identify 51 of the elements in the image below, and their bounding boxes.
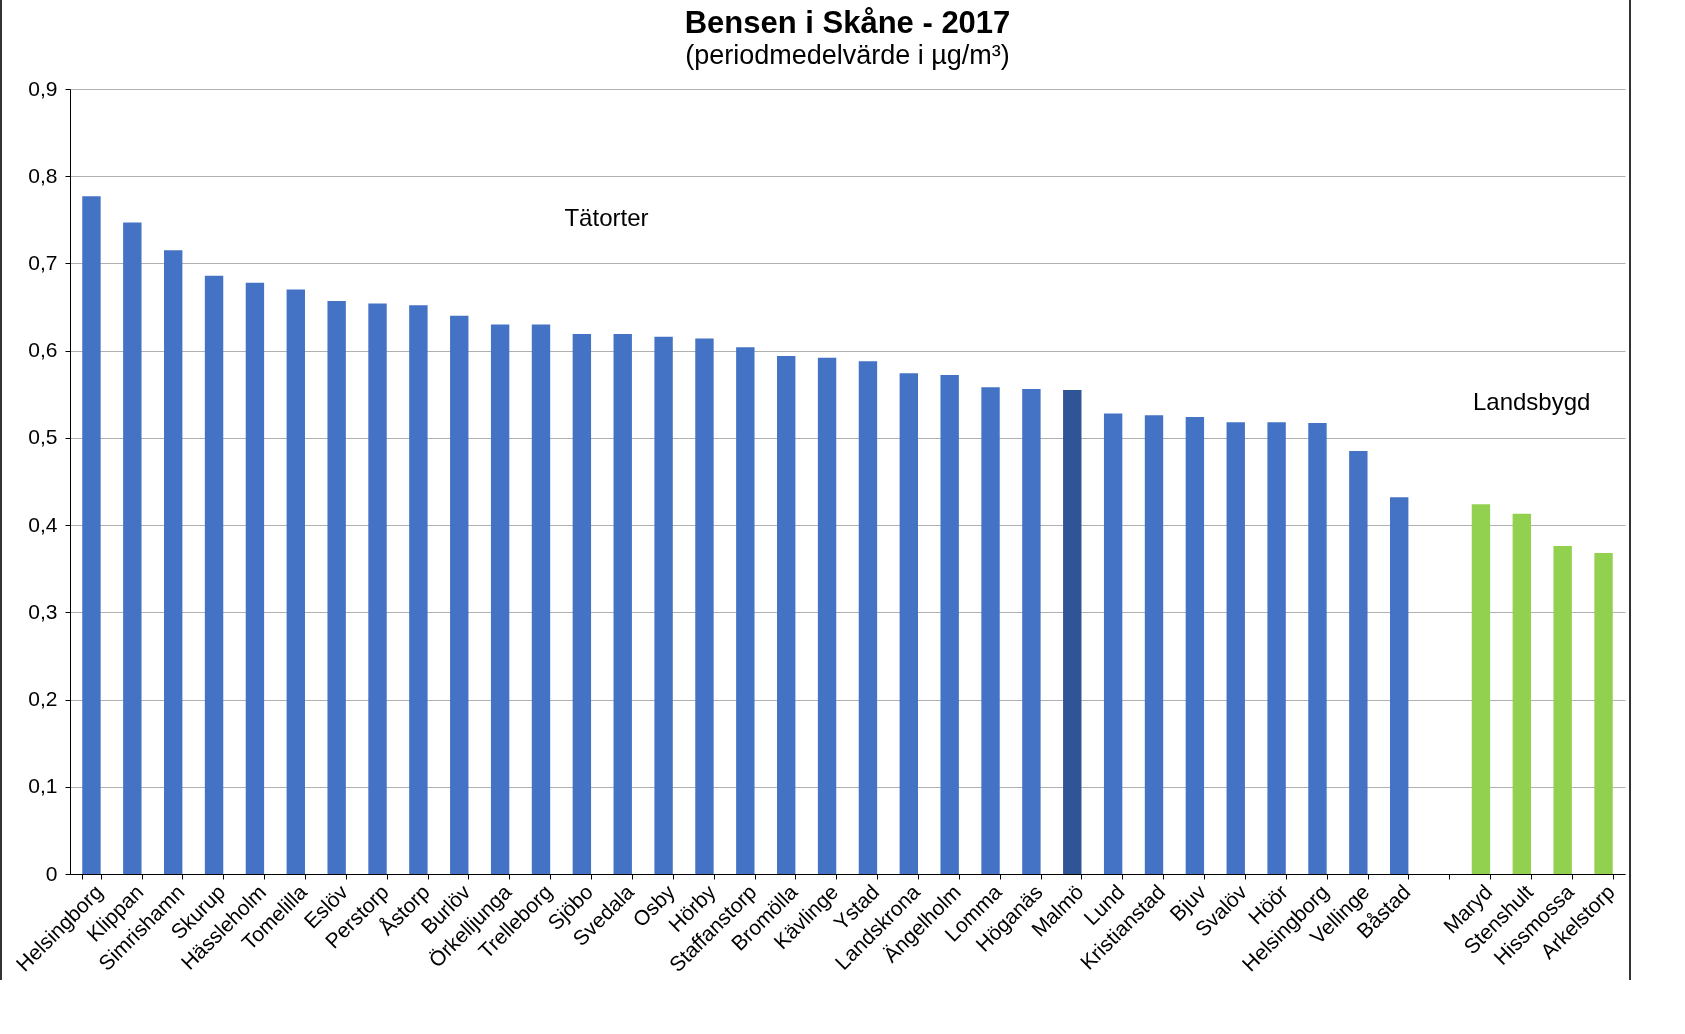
bar — [327, 300, 346, 874]
bar — [817, 357, 837, 874]
y-tick-label: 0,6 — [28, 338, 58, 362]
bar — [1308, 423, 1327, 874]
bar — [695, 338, 714, 874]
bar — [1226, 422, 1245, 874]
bar — [409, 305, 428, 874]
bar — [1390, 497, 1409, 874]
y-tick-label: 0,4 — [28, 512, 58, 536]
bar — [654, 336, 673, 874]
bar — [613, 334, 632, 874]
bar — [1594, 553, 1613, 874]
annotation: Tätorter — [564, 203, 649, 231]
y-tick-label: 0,8 — [28, 163, 58, 187]
bar — [1553, 546, 1572, 874]
y-tick-label: 0,2 — [28, 687, 58, 711]
bar — [736, 347, 755, 874]
bar — [163, 250, 183, 874]
bar — [572, 334, 592, 874]
bar — [1063, 389, 1082, 874]
bar — [286, 289, 305, 874]
bar — [204, 275, 224, 874]
bar — [940, 375, 959, 874]
y-tick-label: 0 — [45, 861, 58, 885]
bar — [123, 222, 142, 874]
bar — [1103, 413, 1123, 874]
bar — [1144, 415, 1164, 874]
bar — [368, 303, 387, 874]
annotation: Landsbygd — [1472, 388, 1591, 415]
bar — [858, 361, 878, 874]
y-tick-label: 0,5 — [28, 425, 58, 449]
bar — [899, 373, 918, 874]
y-tick-label: 0,3 — [28, 599, 58, 623]
bar — [1267, 422, 1286, 874]
bar — [1185, 416, 1205, 874]
bar — [777, 355, 796, 874]
bar — [531, 324, 551, 874]
bar — [490, 324, 510, 874]
y-tick-label: 0,9 — [28, 76, 58, 100]
bar — [1471, 504, 1491, 874]
bar — [82, 196, 101, 874]
y-tick-label: 0,1 — [28, 774, 58, 798]
bar — [245, 282, 265, 874]
chart-subtitle: (periodmedelvärde i µg/m³) — [685, 40, 1010, 70]
bar — [981, 387, 1000, 874]
chart-title: Bensen i Skåne - 2017 — [684, 5, 1011, 40]
bar — [450, 315, 469, 874]
bar — [1349, 450, 1368, 874]
bar — [1512, 513, 1532, 874]
bar — [1022, 389, 1041, 874]
y-tick-label: 0,7 — [28, 250, 58, 274]
